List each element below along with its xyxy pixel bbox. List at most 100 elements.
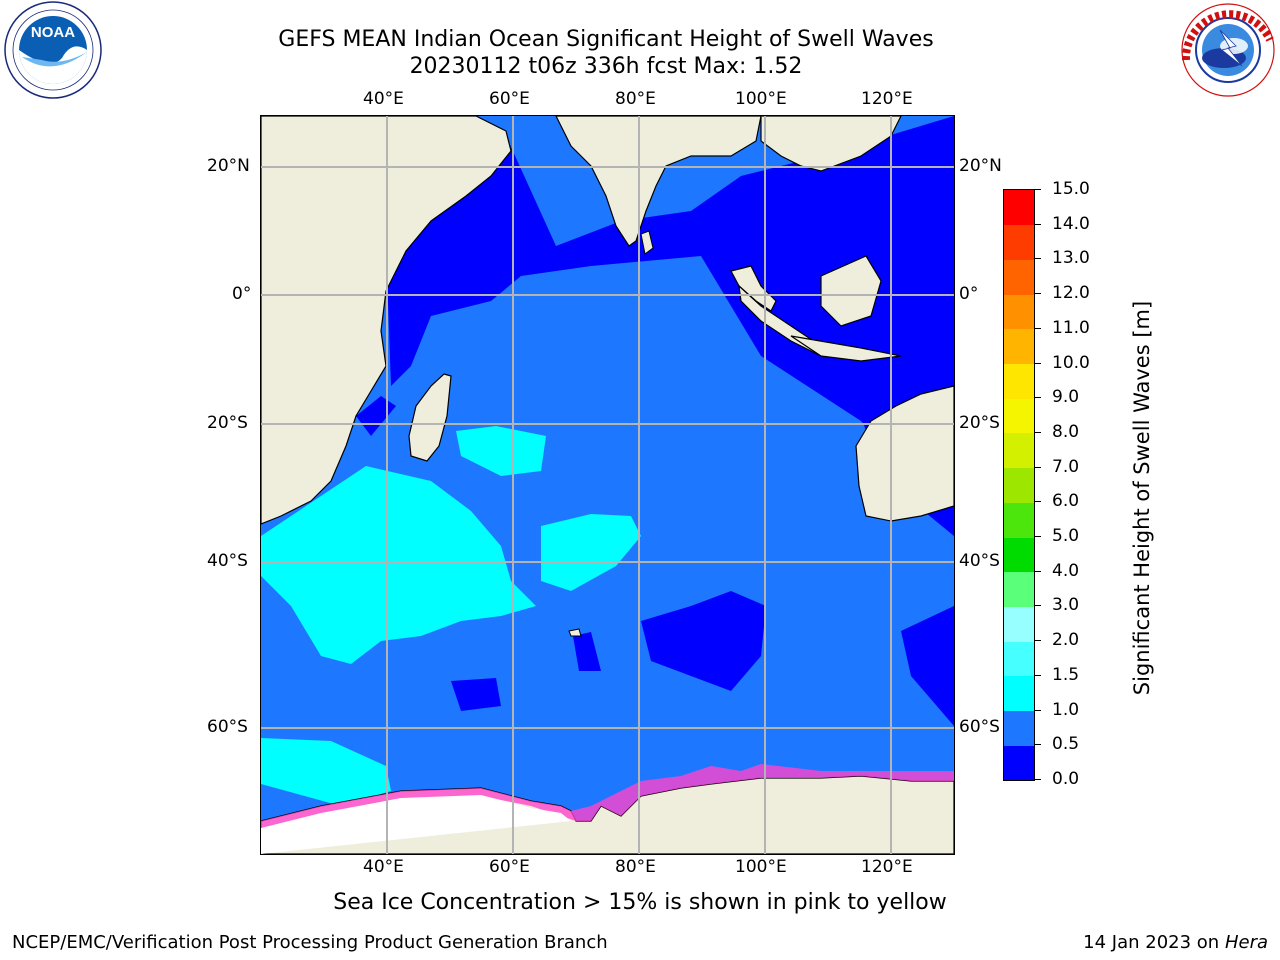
colorbar-tick [1034, 570, 1041, 572]
colorbar-label: 12.0 [1052, 283, 1090, 304]
lon-label-top: 60°E [489, 89, 530, 109]
noaa-logo-text: NOAA [31, 24, 75, 41]
colorbar-segment [1004, 259, 1034, 295]
nws-logo-icon [1181, 3, 1275, 97]
map-panel [260, 115, 955, 855]
sea-ice-white [261, 795, 571, 854]
lat-label-right: 0° [959, 284, 979, 304]
colorbar-tick [1034, 397, 1041, 399]
colorbar-tick [1034, 709, 1041, 711]
land-java [790, 335, 902, 362]
colorbar-label: 4.0 [1052, 560, 1080, 581]
colorbar-tick [1034, 223, 1041, 225]
colorbar-label: 15.0 [1052, 179, 1090, 199]
colorbar-label: 11.0 [1052, 317, 1090, 338]
colorbar-label: 10.0 [1052, 352, 1090, 373]
low-swell-south1 [641, 591, 766, 691]
lat-label-left: 20°N [207, 156, 250, 176]
sea-ice-edge [261, 764, 954, 831]
land-africa [261, 116, 512, 525]
lon-label-top: 80°E [615, 89, 656, 109]
low-swell-south4 [573, 632, 601, 671]
lon-label-bottom: 100°E [735, 857, 787, 877]
footer-machine: Hera [1224, 932, 1268, 953]
colorbar-segment [1004, 190, 1034, 226]
colorbar-tick [1034, 431, 1041, 433]
colorbar-title: Significant Height of Swell Waves [m] [1130, 300, 1154, 696]
colorbar-tick [1034, 536, 1041, 538]
lon-label-bottom: 120°E [861, 857, 913, 877]
lat-label-right: 40°S [959, 551, 1000, 571]
low-swell-south3 [451, 678, 501, 711]
colorbar-label: 13.0 [1052, 248, 1090, 269]
colorbar-segment [1004, 363, 1034, 399]
land-kerguelen [568, 628, 582, 637]
colorbar-tick [1034, 362, 1041, 364]
high-swell-mid [541, 514, 641, 591]
colorbar-label: 5.0 [1052, 526, 1080, 547]
colorbar-label: 8.0 [1052, 421, 1080, 442]
colorbar-label: 1.5 [1052, 664, 1080, 685]
map-canvas [261, 116, 954, 854]
lat-label-left: 60°S [207, 717, 248, 737]
land-borneo [820, 255, 882, 327]
colorbar-tick [1034, 501, 1041, 503]
colorbar-segment [1004, 467, 1034, 503]
colorbar-segment [1004, 745, 1034, 780]
lon-label-top: 40°E [363, 89, 404, 109]
colorbar-tick [1034, 640, 1041, 642]
low-swell-south2 [901, 606, 954, 726]
colorbar-tick [1034, 605, 1041, 607]
colorbar [1003, 189, 1035, 781]
lat-label-left: 0° [232, 284, 252, 304]
lat-label-left: 40°S [207, 551, 248, 571]
land-srilanka [640, 230, 654, 255]
colorbar-label: 6.0 [1052, 491, 1080, 512]
colorbar-tick [1034, 744, 1041, 746]
colorbar-tick [1034, 258, 1041, 260]
colorbar-segment [1004, 710, 1034, 746]
colorbar-label: 1.0 [1052, 699, 1080, 720]
colorbar-label: 2.0 [1052, 630, 1080, 651]
colorbar-segment [1004, 328, 1034, 365]
lat-label-right: 60°S [959, 717, 1000, 737]
high-swell-southwest [261, 738, 391, 806]
colorbar-tick [1034, 674, 1041, 676]
colorbar-tick [1034, 466, 1041, 468]
lon-label-top: 100°E [735, 89, 787, 109]
footer-credit: NCEP/EMC/Verification Post Processing Pr… [12, 932, 608, 953]
colorbar-tick [1034, 779, 1041, 780]
colorbar-segment [1004, 398, 1034, 434]
colorbar-tick [1034, 293, 1041, 295]
lon-label-bottom: 80°E [615, 857, 656, 877]
footer-date-text: 14 Jan 2023 on [1083, 932, 1225, 953]
colorbar-segment [1004, 432, 1034, 469]
lat-label-right: 20°N [959, 156, 1002, 176]
colorbar-tick [1034, 189, 1041, 190]
lat-label-right: 20°S [959, 413, 1000, 433]
high-swell-west [261, 466, 536, 664]
gridlines [261, 116, 954, 854]
colorbar-segment [1004, 537, 1034, 573]
colorbar-segment [1004, 224, 1034, 260]
colorbar-segment [1004, 641, 1034, 677]
land-india [555, 116, 762, 247]
colorbar-label: 3.0 [1052, 595, 1080, 616]
lon-label-bottom: 40°E [363, 857, 404, 877]
colorbar-tick [1034, 327, 1041, 329]
colorbar-label: 14.0 [1052, 213, 1090, 234]
map-title: GEFS MEAN Indian Ocean Significant Heigh… [278, 27, 934, 52]
map-subtitle: 20230112 t06z 336h fcst Max: 1.52 [409, 54, 803, 79]
noaa-logo-icon: NOAA [4, 1, 102, 99]
colorbar-segment [1004, 294, 1034, 330]
colorbar-segment [1004, 606, 1034, 642]
colorbar-label: 7.0 [1052, 456, 1080, 477]
colorbar-label: 0.5 [1052, 734, 1080, 755]
colorbar-label: 0.0 [1052, 769, 1080, 789]
lat-label-left: 20°S [207, 413, 248, 433]
land-australia [855, 385, 954, 522]
land-sea [760, 116, 902, 172]
footer-date: 14 Jan 2023 on Hera [1083, 932, 1268, 953]
lon-label-top: 120°E [861, 89, 913, 109]
colorbar-segment [1004, 502, 1034, 538]
